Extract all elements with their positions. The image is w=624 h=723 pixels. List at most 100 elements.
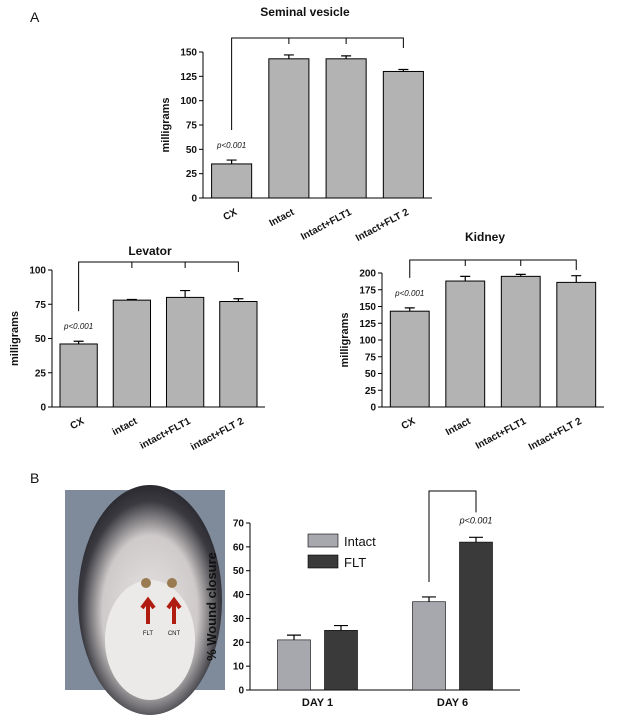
x-tick-label: Intact+FLT1 [299, 207, 354, 243]
y-tick-label: 100 [180, 96, 197, 107]
error-bar [283, 54, 294, 59]
bar [324, 630, 358, 691]
chart-title: Seminal vesicle [260, 5, 350, 19]
x-tick-label: Intact+FLT1 [474, 416, 529, 452]
bar [500, 275, 541, 408]
annotation: p<0.001 [394, 289, 424, 298]
bracket [231, 37, 404, 131]
y-tick-label: 25 [365, 386, 377, 397]
y-tick-label: 0 [238, 686, 244, 697]
bar [412, 601, 446, 691]
y-tick-label: 60 [233, 542, 245, 553]
error-bar [226, 159, 237, 164]
panel-label: A [30, 9, 40, 25]
y-tick-label: 150 [180, 48, 197, 59]
y-tick-label: 75 [186, 121, 198, 132]
y-tick-label: 150 [359, 302, 376, 313]
legend-label: Intact [344, 534, 376, 549]
error-bar [126, 298, 137, 301]
legend-swatch [307, 533, 339, 548]
x-tick-label: CX [400, 416, 418, 432]
y-tick-label: 50 [233, 566, 245, 577]
bracket [78, 261, 239, 312]
annotation: p<0.001 [216, 141, 246, 150]
error-bar [73, 340, 84, 344]
y-tick-label: 100 [359, 336, 376, 347]
error-bar [515, 273, 526, 277]
y-tick-label: 50 [186, 145, 198, 156]
y-axis-label: milligrams [339, 312, 351, 367]
error-bar [460, 275, 471, 282]
bar [445, 280, 486, 408]
photo-label: CNT [168, 631, 181, 637]
x-tick-label: Intact [268, 207, 297, 230]
bar [165, 296, 205, 408]
y-tick-label: 200 [359, 269, 376, 280]
x-tick-label: intact+FLT 2 [189, 416, 246, 453]
y-tick-label: 30 [233, 614, 245, 625]
x-tick-label: intact [111, 416, 140, 439]
y-axis-label: % Wound closure [204, 552, 219, 661]
y-tick-label: 0 [40, 403, 46, 414]
y-tick-label: 100 [29, 266, 46, 277]
x-tick-label: Intact+FLT 2 [527, 416, 584, 453]
bar [277, 639, 311, 691]
bar [268, 58, 310, 199]
error-bar [233, 298, 244, 302]
bar [382, 70, 424, 199]
x-tick-label: CX [69, 416, 87, 432]
x-tick-label: Intact [444, 416, 473, 439]
chart-title: Kidney [465, 230, 505, 244]
y-tick-label: 75 [35, 300, 47, 311]
annotation: p<0.001 [459, 515, 493, 525]
bar [219, 301, 258, 408]
error-bar [404, 307, 415, 312]
bracket [409, 259, 577, 278]
x-tick-label: DAY 1 [302, 697, 333, 709]
y-tick-label: 25 [186, 169, 198, 180]
error-bar [341, 55, 352, 59]
y-tick-label: 125 [180, 72, 197, 83]
y-tick-label: 0 [370, 403, 376, 414]
panel-label: B [30, 470, 39, 486]
x-tick-label: DAY 6 [437, 697, 468, 709]
bracket [428, 490, 477, 582]
x-tick-label: intact+FLT1 [138, 416, 193, 452]
bar [211, 163, 253, 199]
error-bar [571, 275, 582, 283]
bar [59, 343, 98, 408]
y-axis-label: milligrams [160, 97, 172, 152]
photo: FLT CNT [65, 485, 225, 715]
y-axis-label: milligrams [9, 311, 21, 366]
x-tick-label: Intact+FLT 2 [354, 207, 411, 244]
y-tick-label: 10 [233, 662, 245, 673]
y-tick-label: 75 [365, 352, 377, 363]
legend-label: FLT [344, 555, 366, 570]
legend-swatch [307, 554, 339, 569]
y-tick-label: 25 [35, 368, 47, 379]
error-bar [287, 634, 301, 640]
bar [112, 299, 152, 408]
y-tick-label: 50 [365, 369, 377, 380]
y-tick-label: 175 [359, 285, 376, 296]
annotation: p<0.001 [63, 322, 93, 331]
error-bar [334, 624, 348, 631]
y-tick-label: 125 [359, 319, 376, 330]
y-tick-label: 70 [233, 519, 245, 530]
error-bar [469, 536, 483, 543]
bar [459, 541, 493, 691]
error-bar [180, 289, 191, 298]
y-tick-label: 0 [191, 194, 197, 205]
bar [325, 58, 367, 199]
bar [389, 310, 430, 408]
y-tick-label: 50 [35, 334, 47, 345]
x-tick-label: CX [222, 207, 240, 223]
chart-title: Levator [128, 244, 172, 258]
bar [556, 281, 597, 408]
photo-label: FLT [143, 631, 154, 637]
error-bar [398, 68, 409, 72]
error-bar [422, 596, 436, 602]
y-tick-label: 40 [233, 590, 245, 601]
y-tick-label: 20 [233, 638, 245, 649]
